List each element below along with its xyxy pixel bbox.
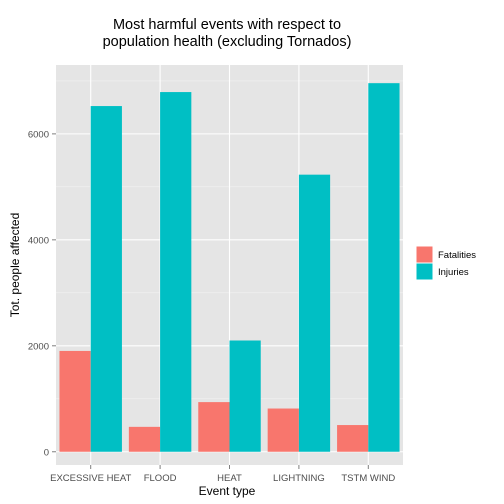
legend: Fatalities Injuries [415,245,476,281]
x-tick-label: EXCESSIVE HEAT [50,473,131,484]
bar-injuries-tstm-wind [368,83,400,452]
x-tick-labels: EXCESSIVE HEAT FLOOD HEAT LIGHTNING TSTM WIN… [50,473,395,484]
bar-fatalities-tstm-wind [337,425,369,452]
x-axis-label: Event type [199,484,256,498]
y-tick-label: 6000 [28,129,49,140]
chart-title-line-1: Most harmful events with respect to [113,17,341,33]
y-tick-labels: 0 2000 4000 6000 [28,129,49,458]
bar-fatalities-lightning [267,408,299,452]
x-tick-label: LIGHTNING [273,473,325,484]
bar-fatalities-excessive-heat [59,350,91,452]
bar-injuries-lightning [298,174,331,452]
bar-injuries-excessive-heat [90,106,122,452]
bar-injuries-flood [160,92,192,452]
y-tick-label: 0 [44,447,49,458]
bar-fatalities-flood [128,426,161,452]
legend-key-fatalities [415,245,434,264]
y-axis-label: Tot. people affected [8,213,22,318]
bar-injuries-heat [229,340,261,452]
axis-ticks [52,133,369,469]
legend-label-fatalities: Fatalities [438,250,476,261]
chart-title-line-2: population health (excluding Tornados) [103,34,352,50]
y-tick-label: 4000 [28,235,49,246]
y-tick-label: 2000 [28,341,49,352]
x-tick-label: HEAT [217,473,242,484]
bar-fatalities-heat [198,402,230,452]
x-tick-label: TSTM WIND [341,473,395,484]
legend-key-injuries [415,262,434,281]
x-tick-label: FLOOD [144,473,177,484]
bars-group [59,83,400,452]
legend-label-injuries: Injuries [438,267,469,278]
